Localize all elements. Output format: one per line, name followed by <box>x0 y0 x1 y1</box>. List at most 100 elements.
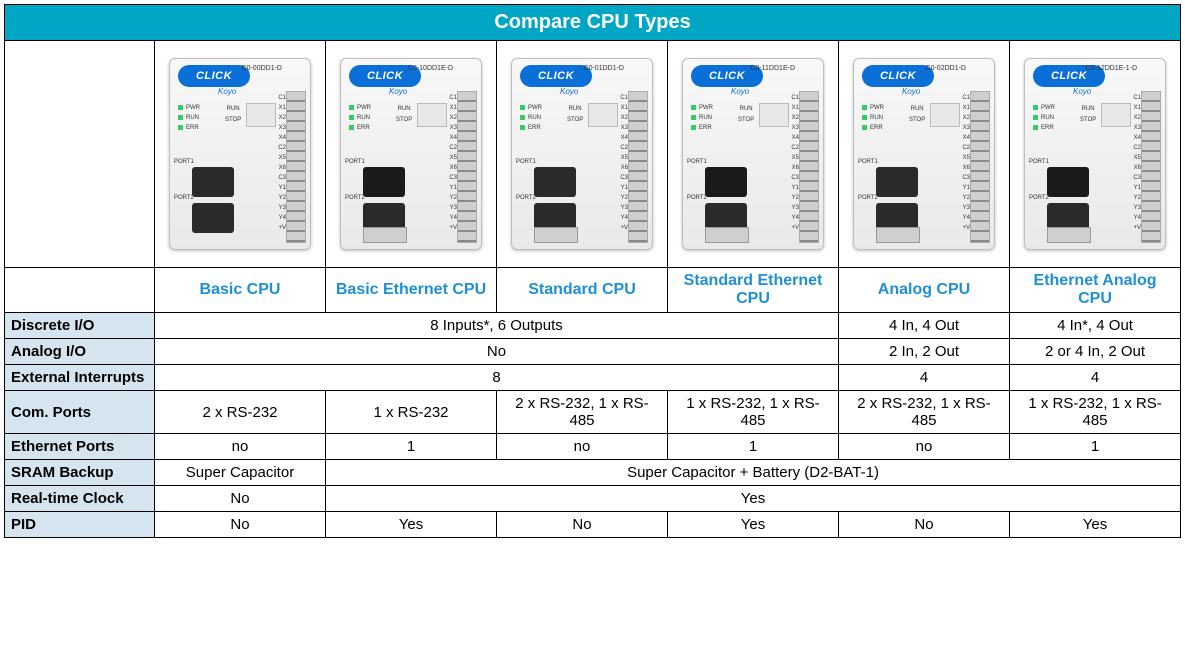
port2-label: PORT2 <box>1029 195 1049 201</box>
status-leds: PWRRUNERR <box>178 103 200 133</box>
serial-port-icon <box>876 167 918 197</box>
port1-label: PORT1 <box>174 159 194 165</box>
model-number: C0-00DD1-D <box>242 65 282 72</box>
row-header: Real-time Clock <box>5 486 155 512</box>
plc-illustration: CLICK Koyo C0-11DD1E-D PWRRUNERR PORT1 P… <box>682 58 824 250</box>
port1-label: PORT1 <box>687 159 707 165</box>
koyo-label: Koyo <box>731 87 749 96</box>
ethernet-port-icon <box>363 167 405 197</box>
product-link[interactable]: Standard CPU <box>528 281 636 298</box>
table-title: Compare CPU Types <box>5 5 1181 41</box>
io-labels: C1X1X2X3X4C2X5X6C3Y1Y2Y3Y4+V <box>449 93 457 233</box>
status-leds: PWRRUNERR <box>1033 103 1055 133</box>
model-number: C0-11DD1E-D <box>750 65 795 72</box>
io-terminal-block <box>457 91 477 243</box>
spec-cell: No <box>839 512 1010 538</box>
spec-cell: Super Capacitor + Battery (D2-BAT-1) <box>326 460 1181 486</box>
spec-cell: No <box>497 512 668 538</box>
spec-cell: no <box>497 434 668 460</box>
io-labels: C1X1X2X3X4C2X5X6C3Y1Y2Y3Y4+V <box>791 93 799 233</box>
product-name-cell: Ethernet Analog CPU <box>1010 268 1181 313</box>
product-image-cell: CLICK Koyo C0-10DD1E-D PWRRUNERR PORT1 P… <box>326 41 497 268</box>
product-link[interactable]: Ethernet Analog CPU <box>1034 272 1157 307</box>
io-terminal-block <box>799 91 819 243</box>
run-stop-switch <box>759 103 789 127</box>
port1-label: PORT1 <box>345 159 365 165</box>
spec-cell: 1 x RS-232, 1 x RS-485 <box>1010 391 1181 434</box>
row-header: Analog I/O <box>5 339 155 365</box>
koyo-label: Koyo <box>902 87 920 96</box>
product-link[interactable]: Standard Ethernet CPU <box>684 272 823 307</box>
click-logo: CLICK <box>178 65 250 87</box>
row-header: Com. Ports <box>5 391 155 434</box>
serial-port-icon <box>192 203 234 233</box>
plc-illustration: CLICK Koyo C0-02DD1-D PWRRUNERR PORT1 PO… <box>853 58 995 250</box>
spec-cell: no <box>155 434 326 460</box>
row-header: PID <box>5 512 155 538</box>
product-image-cell: CLICK Koyo C0-11DD1E-D PWRRUNERR PORT1 P… <box>668 41 839 268</box>
spec-cell: 4 <box>839 365 1010 391</box>
spec-cell: 1 x RS-232, 1 x RS-485 <box>668 391 839 434</box>
io-labels: C1X1X2X3X4C2X5X6C3Y1Y2Y3Y4+V <box>962 93 970 233</box>
product-link[interactable]: Analog CPU <box>878 281 970 298</box>
io-terminal-block <box>970 91 990 243</box>
port2-label: PORT2 <box>858 195 878 201</box>
product-link[interactable]: Basic Ethernet CPU <box>336 281 486 298</box>
port1-label: PORT1 <box>1029 159 1049 165</box>
product-name-cell: Basic CPU <box>155 268 326 313</box>
status-leds: PWRRUNERR <box>691 103 713 133</box>
spec-cell: 4 In*, 4 Out <box>1010 313 1181 339</box>
spec-cell: 1 <box>326 434 497 460</box>
port1-label: PORT1 <box>858 159 878 165</box>
row-header: External Interrupts <box>5 365 155 391</box>
spec-cell: 1 <box>1010 434 1181 460</box>
port2-label: PORT2 <box>174 195 194 201</box>
spec-cell: 2 In, 2 Out <box>839 339 1010 365</box>
plc-illustration: CLICK Koyo C0-12DD1E-1-D PWRRUNERR PORT1… <box>1024 58 1166 250</box>
spec-cell: no <box>839 434 1010 460</box>
koyo-label: Koyo <box>389 87 407 96</box>
model-number: C0-01DD1-D <box>584 65 624 72</box>
run-stop-switch <box>246 103 276 127</box>
status-leds: PWRRUNERR <box>862 103 884 133</box>
koyo-label: Koyo <box>560 87 578 96</box>
ethernet-port-icon <box>705 167 747 197</box>
port2-label: PORT2 <box>687 195 707 201</box>
koyo-label: Koyo <box>218 87 236 96</box>
product-image-cell: CLICK Koyo C0-01DD1-D PWRRUNERR PORT1 PO… <box>497 41 668 268</box>
port1-label: PORT1 <box>516 159 536 165</box>
product-image-cell: CLICK Koyo C0-12DD1E-1-D PWRRUNERR PORT1… <box>1010 41 1181 268</box>
serial-port-icon <box>192 167 234 197</box>
port2-label: PORT2 <box>345 195 365 201</box>
run-stop-switch <box>417 103 447 127</box>
click-logo: CLICK <box>520 65 592 87</box>
blank-label-cell <box>5 268 155 313</box>
spec-cell: Yes <box>668 512 839 538</box>
rs485-terminal-icon <box>705 227 749 243</box>
spec-cell: No <box>155 339 839 365</box>
koyo-label: Koyo <box>1073 87 1091 96</box>
rs485-terminal-icon <box>1047 227 1091 243</box>
spec-cell: 4 In, 4 Out <box>839 313 1010 339</box>
product-link[interactable]: Basic CPU <box>200 281 281 298</box>
spec-cell: 8 <box>155 365 839 391</box>
run-stop-switch <box>588 103 618 127</box>
rs485-terminal-icon <box>876 227 920 243</box>
status-leds: PWRRUNERR <box>349 103 371 133</box>
product-image-cell: CLICK Koyo C0-00DD1-D PWRRUNERR PORT1 PO… <box>155 41 326 268</box>
spec-cell: 8 Inputs*, 6 Outputs <box>155 313 839 339</box>
plc-illustration: CLICK Koyo C0-00DD1-D PWRRUNERR PORT1 PO… <box>169 58 311 250</box>
product-image-cell: CLICK Koyo C0-02DD1-D PWRRUNERR PORT1 PO… <box>839 41 1010 268</box>
spec-cell: Super Capacitor <box>155 460 326 486</box>
spec-cell: Yes <box>326 486 1181 512</box>
spec-cell: No <box>155 512 326 538</box>
serial-port-icon <box>534 167 576 197</box>
ethernet-port-icon <box>1047 167 1089 197</box>
io-terminal-block <box>286 91 306 243</box>
row-header: SRAM Backup <box>5 460 155 486</box>
spec-cell: 2 x RS-232, 1 x RS-485 <box>839 391 1010 434</box>
io-terminal-block <box>1141 91 1161 243</box>
spec-cell: 2 x RS-232 <box>155 391 326 434</box>
io-terminal-block <box>628 91 648 243</box>
model-number: C0-02DD1-D <box>926 65 966 72</box>
